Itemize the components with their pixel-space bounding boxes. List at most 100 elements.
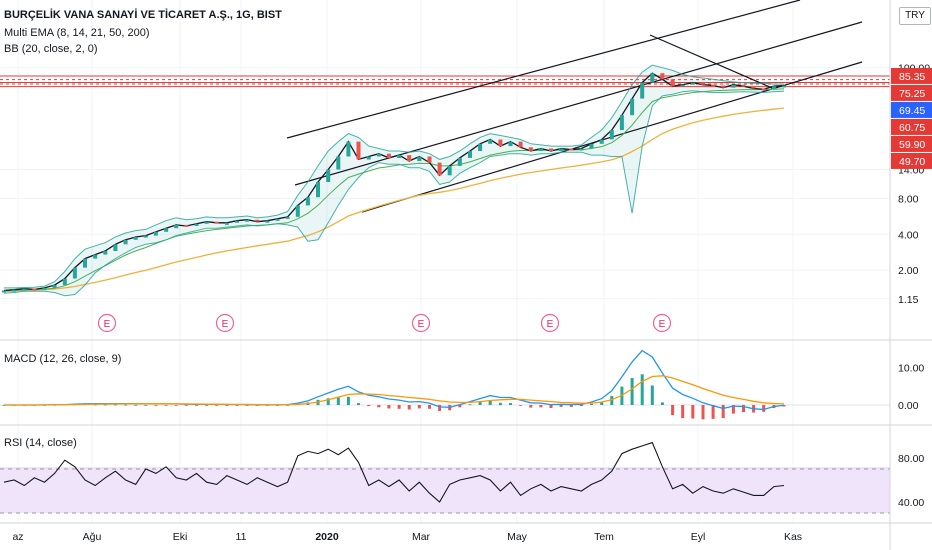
candle [265, 220, 270, 223]
candle [376, 153, 381, 157]
macd-histogram-bar [286, 405, 290, 406]
bb-indicator-label[interactable]: BB (20, close, 2, 0) [4, 43, 98, 55]
price-tag-box [891, 101, 932, 118]
time-axis-label: Eki [173, 531, 188, 543]
macd-histogram-bar [326, 398, 330, 406]
macd-histogram-bar [336, 397, 340, 405]
candle [316, 182, 320, 198]
time-axis[interactable]: az Ağu Eki 11 2020 Mar May Tem Eyl Kas [12, 531, 802, 543]
candle [498, 139, 503, 147]
rsi-line [3, 441, 785, 503]
macd-histogram-bar [691, 405, 695, 419]
candle [32, 288, 37, 291]
candle [397, 155, 402, 158]
macd-histogram-bar [164, 405, 168, 406]
candle [295, 205, 300, 217]
macd-histogram-bar [509, 403, 512, 405]
candle [478, 143, 483, 151]
candle [447, 165, 452, 176]
candle [701, 82, 705, 85]
macd-histogram-bar [519, 405, 523, 406]
price-tag: 49.70 [899, 156, 925, 168]
candle [214, 221, 219, 224]
bollinger-band-area [4, 65, 784, 296]
candle [751, 86, 756, 89]
candle [235, 220, 239, 223]
candle [2, 290, 6, 293]
earnings-marker [215, 313, 235, 333]
price-tags: 85.35 75.25 69.45 60.75 59.90 49.70 [891, 67, 932, 169]
macd-histogram-bar [590, 403, 593, 405]
candle [204, 221, 209, 224]
currency-button[interactable]: TRY [899, 7, 931, 25]
macd-histogram-bar [245, 405, 249, 406]
price-tag: 75.25 [899, 88, 925, 100]
candle [194, 223, 199, 226]
candle [690, 82, 695, 85]
macd-histogram-bar [762, 405, 766, 412]
macd-histogram-bar [610, 396, 614, 405]
ema-indicator-label[interactable]: Multi EMA (8, 14, 21, 50, 200) [4, 27, 150, 39]
macd-histogram-bar [428, 405, 431, 409]
macd-histogram-bar [640, 374, 644, 406]
candle [579, 148, 584, 151]
macd-histogram-bar [417, 405, 421, 409]
earnings-marker-label: E [659, 319, 666, 330]
candle [336, 156, 341, 170]
candle [22, 288, 27, 291]
macd-histogram-bar [357, 403, 360, 405]
macd-histogram-bar [711, 405, 715, 419]
candle [559, 148, 564, 151]
macd-histogram-bar [407, 405, 411, 410]
time-axis-label: 2020 [315, 531, 339, 543]
candle [42, 287, 47, 290]
earnings-marker-label: E [418, 319, 425, 330]
candle [245, 219, 250, 222]
macd-histogram-bar [579, 405, 583, 407]
candle [427, 156, 432, 163]
candle [72, 267, 77, 279]
time-axis-label: 11 [236, 531, 247, 543]
macd-histogram-bar [650, 385, 654, 405]
bollinger-fill [4, 65, 784, 296]
price-tag-box [891, 67, 932, 84]
candle [52, 285, 57, 288]
candle [285, 216, 290, 219]
macd-histogram-bar [721, 405, 725, 419]
candle [437, 162, 442, 176]
macd-histogram-bar [559, 405, 563, 407]
macd-histogram-bar [154, 405, 158, 406]
macd-histogram-bar [387, 405, 391, 409]
macd-axis-tick: 10.00 [898, 363, 924, 375]
macd-histogram-bar [113, 404, 117, 406]
time-axis-label: Kas [784, 531, 802, 543]
pane-labels: MACD (12, 26, close, 9) RSI (14, close) [4, 353, 121, 449]
candle [386, 153, 391, 158]
candle [153, 231, 158, 236]
macd-histogram-bar [671, 405, 675, 416]
macd-histogram-bar [367, 405, 371, 407]
macd-histogram-bar [600, 401, 604, 405]
chart-title: BURÇELİK VANA SANAYİ VE TİCARET A.Ş., 1G… [4, 9, 282, 21]
macd-histogram-bar [134, 404, 138, 406]
macd-histogram-bar [215, 405, 219, 406]
macd-histogram-bar [195, 405, 198, 406]
candle [164, 228, 169, 232]
earnings-marker [540, 313, 560, 333]
macd-histogram-bar [397, 405, 401, 409]
macd-histogram-bar [681, 405, 685, 419]
price-axis-tick: 4.00 [898, 229, 919, 241]
price-tag: 85.35 [899, 71, 925, 83]
candle [275, 218, 280, 221]
price-tag-box [891, 135, 932, 152]
bb-lower-line [3, 90, 785, 297]
candle [680, 84, 685, 87]
price-axis-tick: 8.00 [898, 193, 919, 205]
candle [782, 85, 786, 88]
time-axis-label: az [12, 531, 23, 543]
candles [2, 73, 786, 293]
signal-line [4, 375, 785, 406]
macd-histogram-bar [93, 404, 97, 406]
candle [609, 130, 614, 140]
